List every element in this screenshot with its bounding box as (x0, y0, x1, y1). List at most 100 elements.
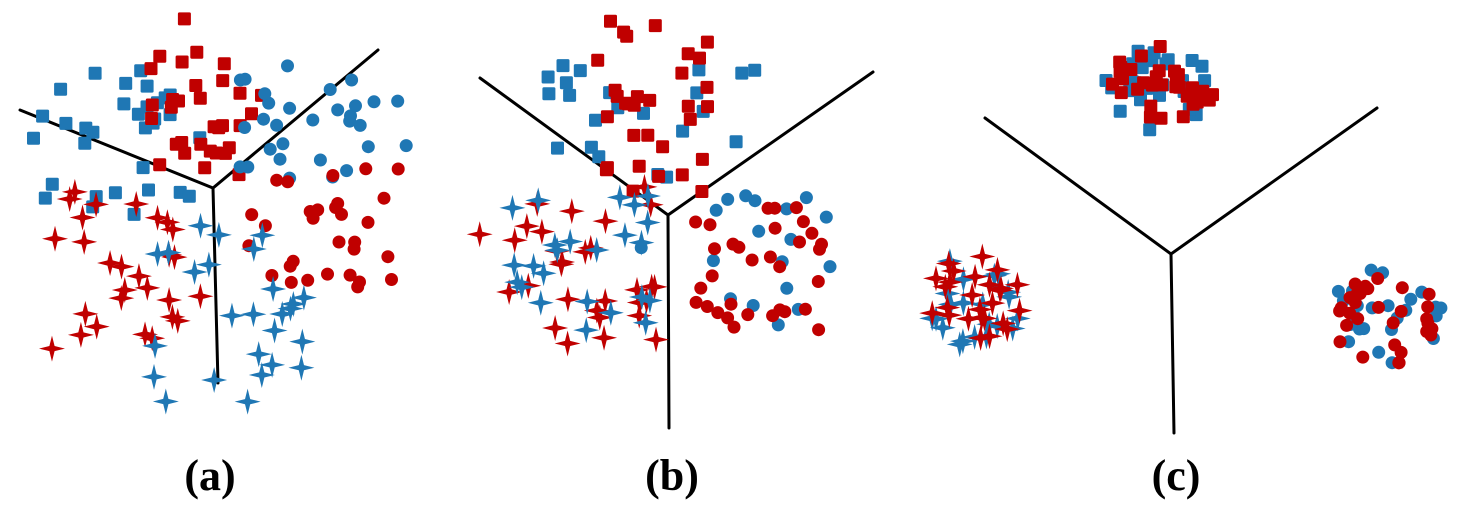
red-circle-marker (796, 215, 810, 229)
red-circle-marker (798, 302, 812, 316)
blue-star-marker (249, 222, 276, 249)
red-circle-marker (711, 306, 725, 320)
red-square-marker (641, 128, 655, 142)
red-star-marker (554, 286, 581, 313)
red-circle-marker (1421, 300, 1435, 314)
blue-circle-marker (1357, 322, 1371, 336)
red-star-marker (72, 300, 99, 327)
red-circle-marker (724, 297, 738, 311)
red-circle-marker (1340, 318, 1354, 332)
red-square-marker (604, 14, 617, 28)
blue-star-marker (981, 262, 1008, 289)
red-circle-marker (332, 235, 346, 249)
red-circle-marker (689, 295, 703, 309)
red-square-marker (701, 100, 714, 114)
red-square-marker (172, 94, 185, 108)
red-circle-marker (700, 300, 714, 313)
red-star-marker (624, 276, 651, 303)
blue-square-marker (541, 70, 555, 84)
red-star-marker (922, 265, 949, 292)
red-star-marker (548, 251, 575, 278)
red-circle-marker (812, 323, 826, 337)
blue-star-marker (632, 309, 659, 336)
red-square-marker (177, 12, 191, 26)
blue-circle-marker (1372, 345, 1386, 359)
red-star-marker (42, 225, 69, 252)
red-square-marker (630, 90, 644, 104)
red-square-marker (209, 146, 223, 160)
red-square-marker (1169, 80, 1183, 94)
blue-circle-marker (344, 109, 357, 123)
blue-star-marker (530, 260, 557, 287)
red-square-marker (652, 169, 666, 183)
blue-circle-marker (340, 164, 354, 178)
blue-square-marker (556, 59, 570, 73)
blue-square-marker (119, 76, 133, 90)
red-circle-marker (689, 215, 703, 229)
red-star-marker (631, 173, 658, 200)
red-circle-marker (1371, 272, 1385, 285)
red-star-marker (125, 263, 152, 290)
red-circle-marker (1358, 279, 1372, 293)
red-circle-marker (335, 207, 348, 221)
red-square-marker (695, 152, 709, 166)
blue-circle-marker (361, 140, 375, 154)
red-square-marker (681, 47, 695, 61)
red-circle-marker (1392, 356, 1406, 370)
red-square-marker (169, 137, 183, 151)
blue-star-marker (937, 291, 964, 318)
red-circle-marker (326, 169, 340, 182)
red-star-marker (979, 290, 1006, 317)
red-star-marker (932, 273, 959, 300)
red-star-marker (994, 316, 1021, 343)
red-square-marker (617, 25, 631, 39)
blue-star-marker (499, 194, 526, 221)
red-star-marker (56, 186, 83, 213)
blue-square-marker (54, 82, 68, 96)
blue-circle-marker (1381, 299, 1395, 313)
red-star-marker (558, 198, 585, 225)
blue-star-marker (583, 236, 610, 263)
red-circle-marker (761, 201, 775, 215)
blue-star-marker (240, 301, 267, 328)
red-square-marker (693, 51, 706, 65)
red-circle-marker (1388, 338, 1402, 352)
blue-circle-marker (257, 112, 270, 126)
red-square-marker (190, 45, 204, 59)
panel-b-boundary (478, 70, 875, 430)
blue-circle-marker (331, 103, 345, 117)
red-star-marker (592, 287, 619, 314)
red-star-marker (154, 209, 181, 236)
blue-star-marker (201, 367, 228, 394)
red-square-marker (1168, 64, 1181, 78)
blue-square-marker (729, 135, 743, 149)
red-square-marker (675, 168, 689, 182)
blue-star-marker (544, 237, 571, 264)
blue-star-marker (950, 289, 977, 316)
red-star-marker (969, 243, 996, 270)
blue-star-marker (946, 331, 973, 358)
blue-square-marker (142, 183, 155, 197)
red-square-marker (1113, 64, 1127, 78)
panel-a (18, 12, 413, 415)
red-square-marker (217, 57, 231, 71)
red-square-marker (194, 137, 208, 151)
red-star-marker (971, 305, 998, 332)
red-square-marker (1131, 82, 1145, 96)
blue-star-marker (277, 295, 304, 322)
red-circle-marker (1394, 304, 1408, 318)
blue-square-marker (563, 88, 577, 102)
blue-circle-marker (391, 94, 405, 108)
red-square-marker (1134, 49, 1148, 63)
panel-c (919, 40, 1448, 435)
blue-circle-marker (739, 189, 753, 203)
blue-star-marker (290, 284, 317, 311)
red-circle-marker (805, 226, 819, 240)
blue-star-marker (144, 241, 171, 268)
red-star-marker (586, 304, 613, 331)
blue-square-marker (88, 66, 102, 80)
red-circle-marker (270, 173, 284, 187)
red-square-marker (627, 128, 641, 142)
red-star-marker (83, 191, 110, 218)
blue-circle-marker (281, 59, 294, 73)
